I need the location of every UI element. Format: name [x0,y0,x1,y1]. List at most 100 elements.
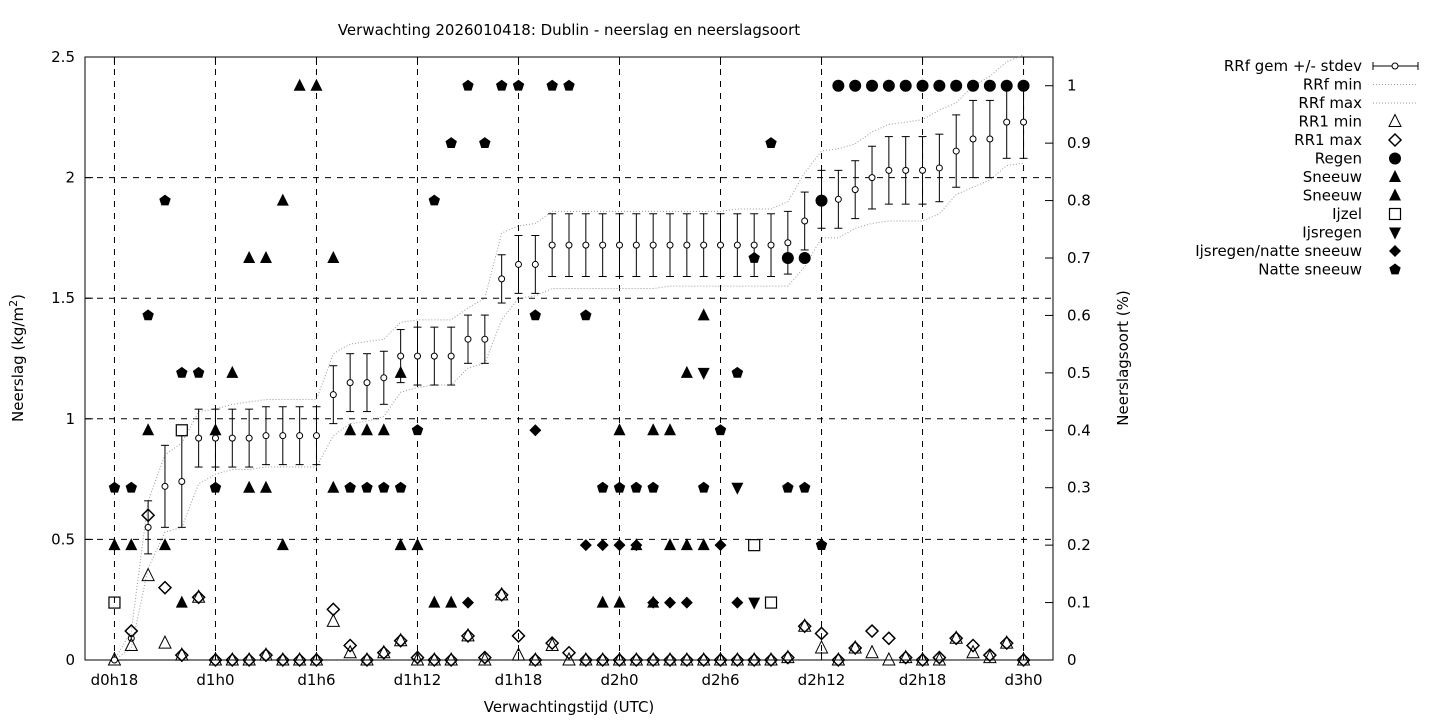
x-tick-label: d3h0 [1004,671,1042,689]
rr1-min-point [966,644,980,659]
rr1-max-point [292,652,307,668]
regen-point [866,79,879,92]
rr1-min-point [141,567,155,582]
rr1-max-point [359,652,375,668]
rr1-max-point [494,587,509,602]
rr1-min-point [326,613,341,627]
rr1-max-point [982,648,997,663]
ijsregen-natte-sneeuw-point [613,539,626,552]
legend-marker-square-open [1388,207,1402,221]
rrf-mean-point [565,241,573,249]
natte-sneeuw-point [378,481,390,493]
sneeuw-point [680,538,693,551]
y-tick-label: 0.5 [51,530,75,548]
ijsregen-natte-sneeuw-point [647,596,660,609]
natte-sneeuw-point [698,481,710,493]
rrf-mean-point [363,379,371,387]
ijsregen-natte-sneeuw-point [680,596,693,609]
rr1-max-point [1016,652,1031,668]
axes: d0h18 d1h0 d1h6 d1h12 d1h18 d2h0 d2h6 d2h12 d2h1… [51,48,1091,689]
natte-sneeuw-point [479,137,491,148]
regen-point [832,79,845,92]
ijzel-point [764,596,778,609]
rr1-max-point [444,652,459,668]
x-tick-label: d2h18 [899,671,947,689]
sneeuw-point [377,423,390,436]
rr1-max-point [141,508,156,523]
ijzel-point [175,424,188,437]
rr1-max-point [528,652,543,668]
regen-point [950,79,963,92]
rr1-max-point [477,650,492,665]
rr1-max-point [225,652,240,668]
rrf-mean-point [430,352,438,360]
sneeuw-point [596,595,609,608]
sneeuw-point [243,251,256,263]
regen-point [967,79,980,92]
rrf-mean-point [801,217,809,225]
rrf-mean-point [733,241,741,249]
rrf-mean-point [666,241,674,249]
y2-tick-label: 0.8 [1067,192,1091,210]
natte-sneeuw-point [647,481,659,493]
regen-point [1000,79,1013,92]
rrf-mean-point [195,434,203,442]
x-tick-label: d1h6 [297,671,335,689]
rrf-mean-point [464,335,472,343]
ijzel-point [108,596,121,609]
rrf-mean-point [481,335,489,343]
natte-sneeuw-point [613,481,626,493]
rr1-min-point [932,651,947,666]
y2-tick-label: 0.1 [1067,594,1091,612]
rrf-mean-point [1003,118,1011,126]
rr1-max-point [814,626,829,641]
x-tick-label: d0h18 [91,671,139,689]
ijzel-point [748,539,761,552]
rrf-mean-point [161,482,169,490]
rr1-min-point [545,637,559,652]
natte-sneeuw-point [209,481,222,493]
rrf-mean-point [397,352,405,360]
y2-tick-label: 0.3 [1067,479,1091,497]
sneeuw-point [209,423,222,436]
natte-sneeuw-point [782,481,794,493]
legend-label: Natte sneeuw [1258,261,1362,279]
rr1-max-point [629,652,644,668]
y-tick-label: 1 [65,410,75,428]
natte-sneeuw-point [176,366,188,378]
natte-sneeuw-point [546,79,558,91]
natte-sneeuw-point [344,481,356,493]
sneeuw-point [276,538,289,551]
rrf-mean-point [262,432,270,440]
legend-marker-triangle [1389,188,1401,201]
sneeuw-point [697,308,710,321]
rr1-max-point [898,650,913,665]
rrf-mean-point [498,275,506,283]
rrf-mean-point [767,241,775,249]
sneeuw-point [344,423,357,436]
regen-point [815,194,828,207]
sneeuw-point [259,251,272,263]
rrf-mean-point [834,195,842,203]
x-tick-label: d1h12 [394,671,442,689]
rr1-min-point [124,637,139,652]
rr1-min-point [562,651,576,666]
sneeuw-point [125,538,138,551]
y2-tick-label: 0.2 [1067,536,1091,554]
y2-tick-label: 0.4 [1067,421,1091,439]
sneeuw-point [243,480,256,493]
rr1-max-point [915,652,930,668]
rr1-max-point [932,650,947,665]
rr1-max-point [410,650,425,665]
rr1-max-point [999,636,1014,651]
legend-label: RRf min [1303,76,1362,94]
rr1-min-point [478,651,492,666]
rr1-max-point [864,623,880,639]
natte-sneeuw-point [799,481,811,493]
x-tick-label: d2h6 [701,671,739,689]
sneeuw-point [613,595,626,608]
rr1-max-point [343,638,358,653]
legend-label: RR1 min [1299,113,1362,131]
rrf-mean-point [329,391,337,399]
